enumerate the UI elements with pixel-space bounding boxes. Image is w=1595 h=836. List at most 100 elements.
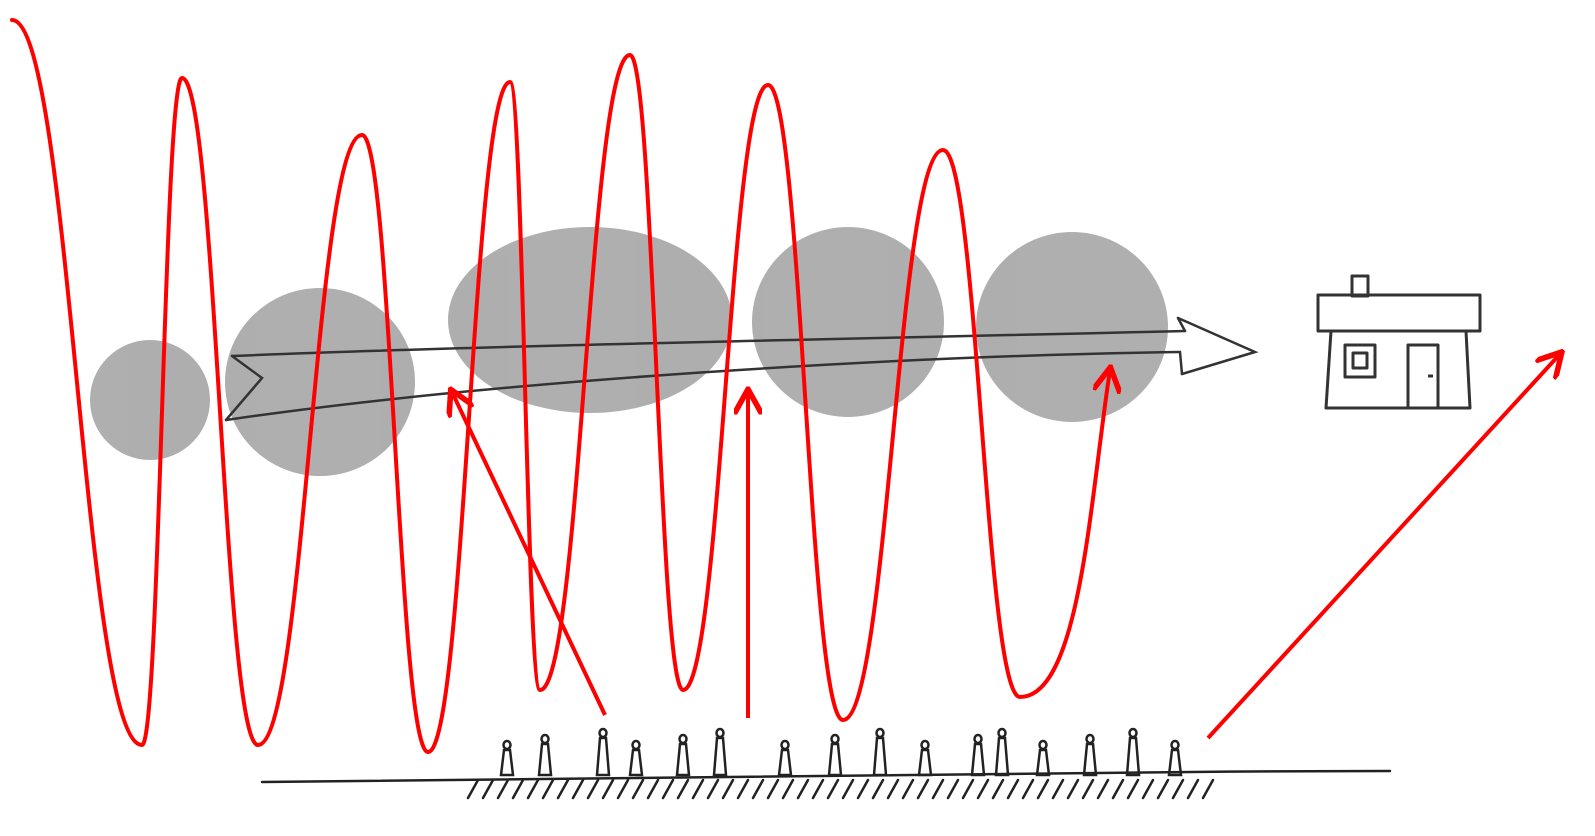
hatch [961, 778, 975, 800]
hatch [1096, 778, 1110, 800]
arrow-tail [224, 354, 264, 422]
hatch [811, 778, 825, 800]
figure-head [830, 733, 840, 745]
blob [90, 340, 210, 460]
house-body [1324, 330, 1472, 410]
figure-head [1085, 733, 1095, 745]
figure-head [631, 739, 641, 751]
ground [260, 769, 1392, 800]
hatch [1081, 778, 1095, 800]
hatch [751, 778, 765, 800]
figure [499, 739, 515, 777]
hatch [781, 778, 795, 800]
figure [917, 739, 933, 777]
figure-body [712, 736, 728, 777]
hatch [826, 778, 840, 800]
figure-body [827, 742, 843, 777]
figure-body [499, 748, 515, 777]
hatch [1051, 778, 1065, 800]
hatch [1141, 778, 1155, 800]
figure-head [1038, 739, 1048, 751]
red-wave [10, 18, 1110, 755]
hatch [631, 778, 645, 800]
arrow-neck [1176, 316, 1187, 376]
hatch [946, 778, 960, 800]
hatch [1036, 778, 1050, 800]
people [499, 727, 1183, 777]
figure-head [780, 739, 790, 751]
red-arrows [452, 354, 1560, 740]
hatch [556, 778, 570, 800]
window-pane [1351, 351, 1369, 370]
gray-blobs [90, 227, 1168, 476]
hatch [496, 778, 510, 800]
arrow-bottom [224, 350, 1182, 422]
figure-body [1035, 748, 1051, 777]
blob [752, 227, 944, 417]
figure-body [1125, 736, 1141, 777]
figure-head [678, 733, 688, 745]
figure [970, 733, 986, 777]
red-arrow [452, 392, 607, 716]
figure-body [1167, 748, 1183, 777]
hatch [931, 778, 945, 800]
hatch [796, 778, 810, 800]
figure-body [872, 736, 888, 777]
figure [827, 733, 843, 777]
figure-head [1170, 739, 1180, 751]
figure [595, 727, 611, 777]
figure-body [675, 742, 691, 777]
hatch [646, 778, 660, 800]
hatch [991, 778, 1005, 800]
hatch [466, 778, 480, 800]
roof [1316, 293, 1482, 333]
figure-head [598, 727, 608, 739]
figure-head [540, 733, 550, 745]
hatch [916, 778, 930, 800]
hatch [1186, 778, 1200, 800]
hatch [541, 778, 555, 800]
hatch [1111, 778, 1125, 800]
arrow-head [1176, 316, 1259, 376]
hatch [526, 778, 540, 800]
hatch [1171, 778, 1185, 800]
red-arrow [1206, 354, 1560, 740]
hatch [721, 778, 735, 800]
hatch [766, 778, 780, 800]
figure [628, 739, 644, 777]
figure-head [1128, 727, 1138, 739]
figure [872, 727, 888, 777]
sketch-arrow [224, 316, 1259, 422]
figure [1125, 727, 1141, 777]
figure [994, 727, 1010, 777]
blob [225, 288, 415, 476]
figure [537, 733, 553, 777]
figure-head [920, 739, 930, 751]
hatch [871, 778, 885, 800]
hatch [691, 778, 705, 800]
hatch [616, 778, 630, 800]
figure-head [715, 727, 725, 739]
hatch [1201, 778, 1215, 800]
figure-head [875, 727, 885, 739]
house [1316, 274, 1482, 410]
figure-body [917, 748, 933, 777]
figure-head [997, 727, 1007, 739]
arrow-top [230, 329, 1187, 358]
figure-body [994, 736, 1010, 777]
figure [1167, 739, 1183, 777]
figure-body [1082, 742, 1098, 777]
hatch [676, 778, 690, 800]
hatch [901, 778, 915, 800]
hatch [841, 778, 855, 800]
hatch [511, 778, 525, 800]
blob [976, 232, 1168, 422]
hatch [976, 778, 990, 800]
figure-body [628, 748, 644, 777]
ground-line [260, 769, 1392, 784]
hatch [856, 778, 870, 800]
window [1343, 343, 1377, 379]
hatch [661, 778, 675, 800]
